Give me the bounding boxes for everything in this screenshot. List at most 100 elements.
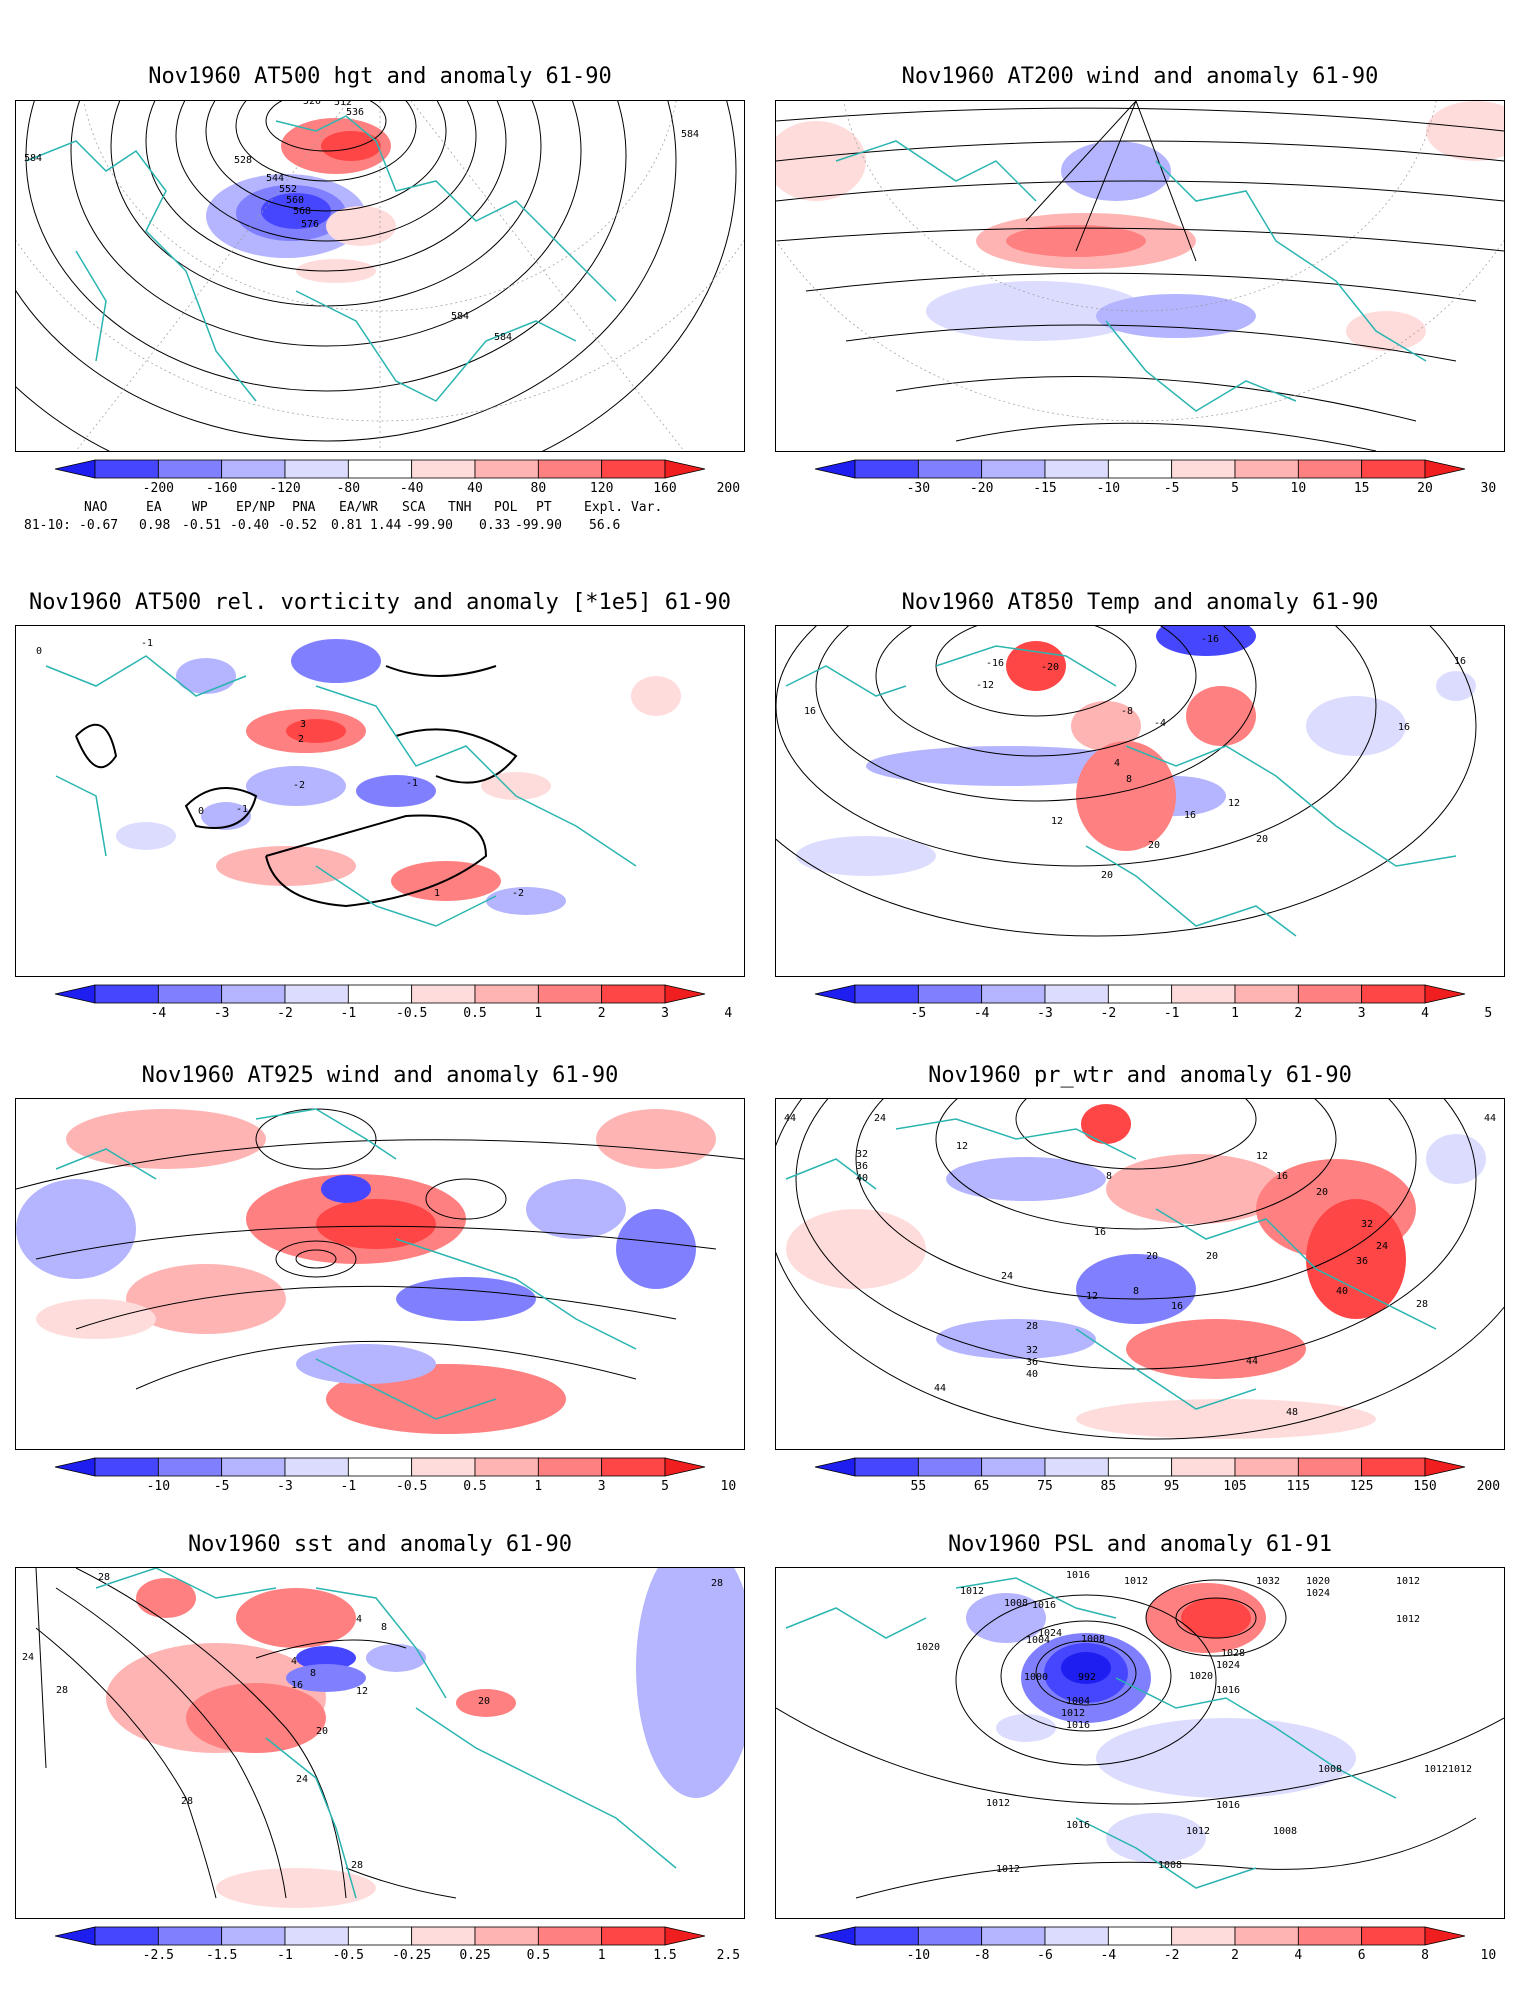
svg-text:32: 32 bbox=[856, 1149, 868, 1160]
colorbar-tick-label: 3 bbox=[661, 1006, 669, 1021]
svg-text:576: 576 bbox=[301, 219, 319, 230]
svg-text:1016: 1016 bbox=[1032, 1600, 1056, 1611]
colorbar-arrow-high bbox=[1424, 1926, 1466, 1946]
colorbar-segment bbox=[94, 1457, 159, 1477]
svg-text:1016: 1016 bbox=[1066, 1720, 1090, 1731]
colorbar-tick-label: 2 bbox=[1231, 1948, 1239, 1963]
psl-contours bbox=[776, 1579, 1504, 1899]
colorbar-tick-label: 75 bbox=[1037, 1479, 1053, 1494]
panel-title: Nov1960 AT200 wind and anomaly 61-90 bbox=[901, 64, 1379, 89]
colorbar-segment bbox=[1361, 459, 1426, 479]
colorbar: 55 65 75 85 95 105 115 125 150 200 bbox=[814, 1456, 1500, 1494]
colorbar-tick-label: -0.5 bbox=[333, 1948, 364, 1963]
colorbar-tick-label: -10 bbox=[907, 1948, 930, 1963]
colorbar-segment bbox=[537, 459, 603, 479]
colorbar-segment bbox=[1171, 459, 1236, 479]
colorbar-segment bbox=[981, 459, 1046, 479]
coastlines bbox=[785, 1577, 1397, 1889]
svg-text:16: 16 bbox=[804, 706, 816, 717]
colorbar-tick-label: -2 bbox=[1164, 1948, 1180, 1963]
colorbar-segment bbox=[1107, 459, 1173, 479]
svg-text:-1: -1 bbox=[141, 638, 153, 649]
svg-text:1008: 1008 bbox=[1004, 1598, 1028, 1609]
svg-text:24: 24 bbox=[22, 1652, 34, 1663]
colorbar-segment bbox=[474, 459, 539, 479]
coastlines bbox=[25, 115, 617, 402]
svg-text:1024: 1024 bbox=[1306, 1588, 1330, 1599]
svg-text:568: 568 bbox=[293, 206, 311, 217]
colorbar-segment bbox=[854, 1457, 919, 1477]
anomaly-fill bbox=[16, 1109, 716, 1434]
svg-text:40: 40 bbox=[856, 1173, 868, 1184]
colorbar-arrow-low bbox=[814, 1926, 856, 1946]
colorbar-tick-label: 105 bbox=[1223, 1479, 1246, 1494]
svg-text:32: 32 bbox=[1361, 1219, 1373, 1230]
colorbar-segment bbox=[94, 984, 159, 1004]
colorbar-tick-label: 5 bbox=[1484, 1006, 1492, 1021]
colorbar-segment bbox=[1171, 1457, 1236, 1477]
index-header: POL bbox=[494, 500, 518, 515]
colorbar-tick-label: -40 bbox=[400, 481, 423, 496]
contour-labels: 44 24 32 36 40 44 12 8 16 20 24 28 32 36… bbox=[784, 1113, 1496, 1418]
panel-at500-vorticity: Nov1960 AT500 rel. vorticity and anomaly… bbox=[0, 560, 760, 1030]
colorbar-tick-label: 115 bbox=[1287, 1479, 1310, 1494]
map-at500-hgt: 512 520 536 528 544 552 560 568 576 584 … bbox=[15, 100, 745, 452]
svg-text:12: 12 bbox=[956, 1141, 968, 1152]
map-at200-wind bbox=[775, 100, 1505, 452]
svg-text:12: 12 bbox=[1051, 816, 1063, 827]
svg-text:28: 28 bbox=[56, 1685, 68, 1696]
colorbar-arrow-high bbox=[1424, 459, 1466, 479]
colorbar-segment bbox=[537, 984, 603, 1004]
colorbar-svg: -30 -20 -15 -10 -5 5 10 15 20 30 bbox=[814, 459, 1496, 496]
colorbar-tick-label: -10 bbox=[1097, 481, 1120, 496]
colorbar: -5 -4 -3 -2 -1 1 2 3 4 5 bbox=[814, 983, 1492, 1021]
grid-lines bbox=[16, 101, 744, 451]
colorbar-arrow-low bbox=[54, 459, 96, 479]
colorbar-svg: -200 -160 -120 -80 -40 40 80 120 160 200 bbox=[54, 459, 740, 496]
svg-text:1012: 1012 bbox=[960, 1586, 984, 1597]
zero-contours bbox=[75, 665, 518, 908]
svg-text:36: 36 bbox=[1026, 1357, 1038, 1368]
colorbar-tick-label: -2.5 bbox=[143, 1948, 174, 1963]
colorbar-segment bbox=[1044, 984, 1109, 1004]
colorbar: -10 -8 -6 -4 -2 2 4 6 8 10 bbox=[814, 1925, 1496, 1963]
svg-text:1012: 1012 bbox=[1396, 1614, 1420, 1625]
colorbar-tick-label: 200 bbox=[1477, 1479, 1500, 1494]
svg-text:1020: 1020 bbox=[916, 1642, 940, 1653]
index-header: TNH bbox=[448, 500, 472, 515]
svg-text:1008: 1008 bbox=[1081, 1634, 1105, 1645]
colorbar-segment bbox=[1297, 1926, 1363, 1946]
svg-text:8: 8 bbox=[1126, 774, 1132, 785]
colorbar-tick-label: -0.5 bbox=[396, 1006, 427, 1021]
svg-text:20: 20 bbox=[1101, 870, 1113, 881]
svg-text:-2: -2 bbox=[293, 780, 305, 791]
svg-text:1020: 1020 bbox=[1306, 1576, 1330, 1587]
colorbar-segment bbox=[284, 984, 349, 1004]
svg-text:1016: 1016 bbox=[1216, 1685, 1240, 1696]
svg-text:20: 20 bbox=[1316, 1187, 1328, 1198]
colorbar-tick-label: 2.5 bbox=[717, 1948, 740, 1963]
colorbar-tick-label: -0.5 bbox=[396, 1479, 427, 1494]
colorbar-tick-label: 10 bbox=[1481, 1948, 1497, 1963]
colorbar-segment bbox=[221, 1457, 286, 1477]
index-value: -0.67 bbox=[79, 518, 119, 533]
svg-text:-20: -20 bbox=[1041, 662, 1059, 673]
svg-text:12: 12 bbox=[1228, 798, 1240, 809]
colorbar-tick-label: -200 bbox=[143, 481, 174, 496]
colorbar-tick-label: -5 bbox=[214, 1479, 230, 1494]
colorbar: -2.5 -1.5 -1 -0.5 -0.25 0.25 0.5 1 1.5 2.5 bbox=[54, 1925, 740, 1963]
colorbar-arrow-low bbox=[54, 984, 96, 1004]
colorbar-segment bbox=[347, 459, 413, 479]
svg-text:2: 2 bbox=[298, 734, 304, 745]
index-value: -99.90 bbox=[406, 518, 453, 533]
svg-text:16: 16 bbox=[1184, 810, 1196, 821]
colorbar-segment bbox=[474, 984, 539, 1004]
panel-title: Nov1960 AT500 hgt and anomaly 61-90 bbox=[148, 64, 612, 89]
svg-text:28: 28 bbox=[1026, 1321, 1038, 1332]
colorbar-tick-label: 65 bbox=[974, 1479, 990, 1494]
svg-text:28: 28 bbox=[181, 1796, 193, 1807]
coastlines bbox=[95, 1568, 677, 1899]
colorbar-svg: 55 65 75 85 95 105 115 125 150 200 bbox=[814, 1457, 1500, 1494]
svg-text:1012: 1012 bbox=[1186, 1826, 1210, 1837]
colorbar-tick-label: -6 bbox=[1037, 1948, 1053, 1963]
